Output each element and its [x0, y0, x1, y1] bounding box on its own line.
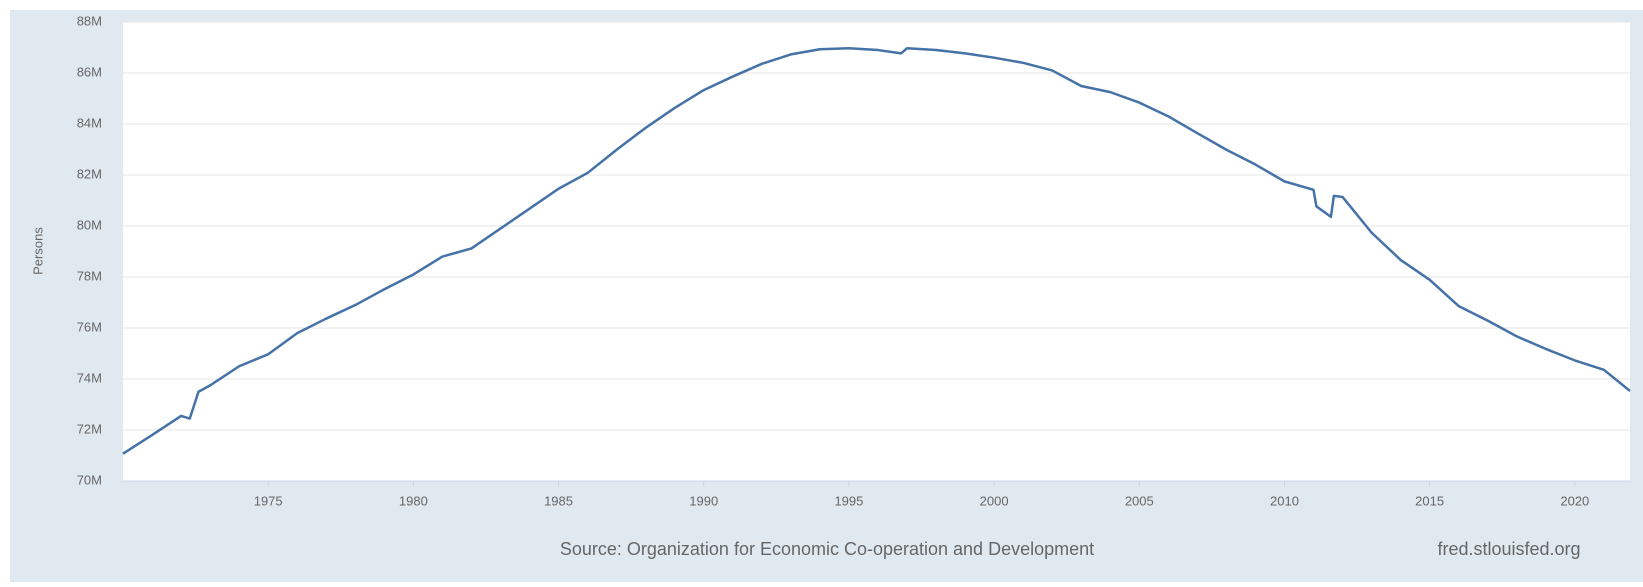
y-axis-label: Persons: [30, 227, 45, 275]
y-tick-label: 88M: [77, 13, 102, 28]
source-note: Source: Organization for Economic Co-ope…: [560, 539, 1094, 559]
y-tick-label: 84M: [77, 115, 102, 130]
plot-area: [123, 22, 1630, 481]
x-tick-label: 2020: [1560, 493, 1589, 508]
y-tick-label: 72M: [77, 421, 102, 436]
x-tick-label: 1995: [834, 493, 863, 508]
y-tick-label: 78M: [77, 268, 102, 283]
x-tick-label: 2015: [1415, 493, 1444, 508]
y-tick-label: 70M: [77, 472, 102, 487]
y-tick-label: 82M: [77, 166, 102, 181]
y-tick-label: 76M: [77, 319, 102, 334]
y-tick-label: 86M: [77, 64, 102, 79]
credit: fred.stlouisfed.org: [1437, 539, 1580, 559]
y-tick-label: 80M: [77, 217, 102, 232]
data-line: [122, 47, 1631, 455]
x-tick-label: 1975: [254, 493, 283, 508]
y-tick-label: 74M: [77, 370, 102, 385]
x-tick-label: 1985: [544, 493, 573, 508]
x-tick-label: 2005: [1125, 493, 1154, 508]
x-tick-label: 1980: [399, 493, 428, 508]
x-tick-label: 2010: [1270, 493, 1299, 508]
x-tick-label: 1990: [689, 493, 718, 508]
x-tick-label: 2000: [980, 493, 1009, 508]
